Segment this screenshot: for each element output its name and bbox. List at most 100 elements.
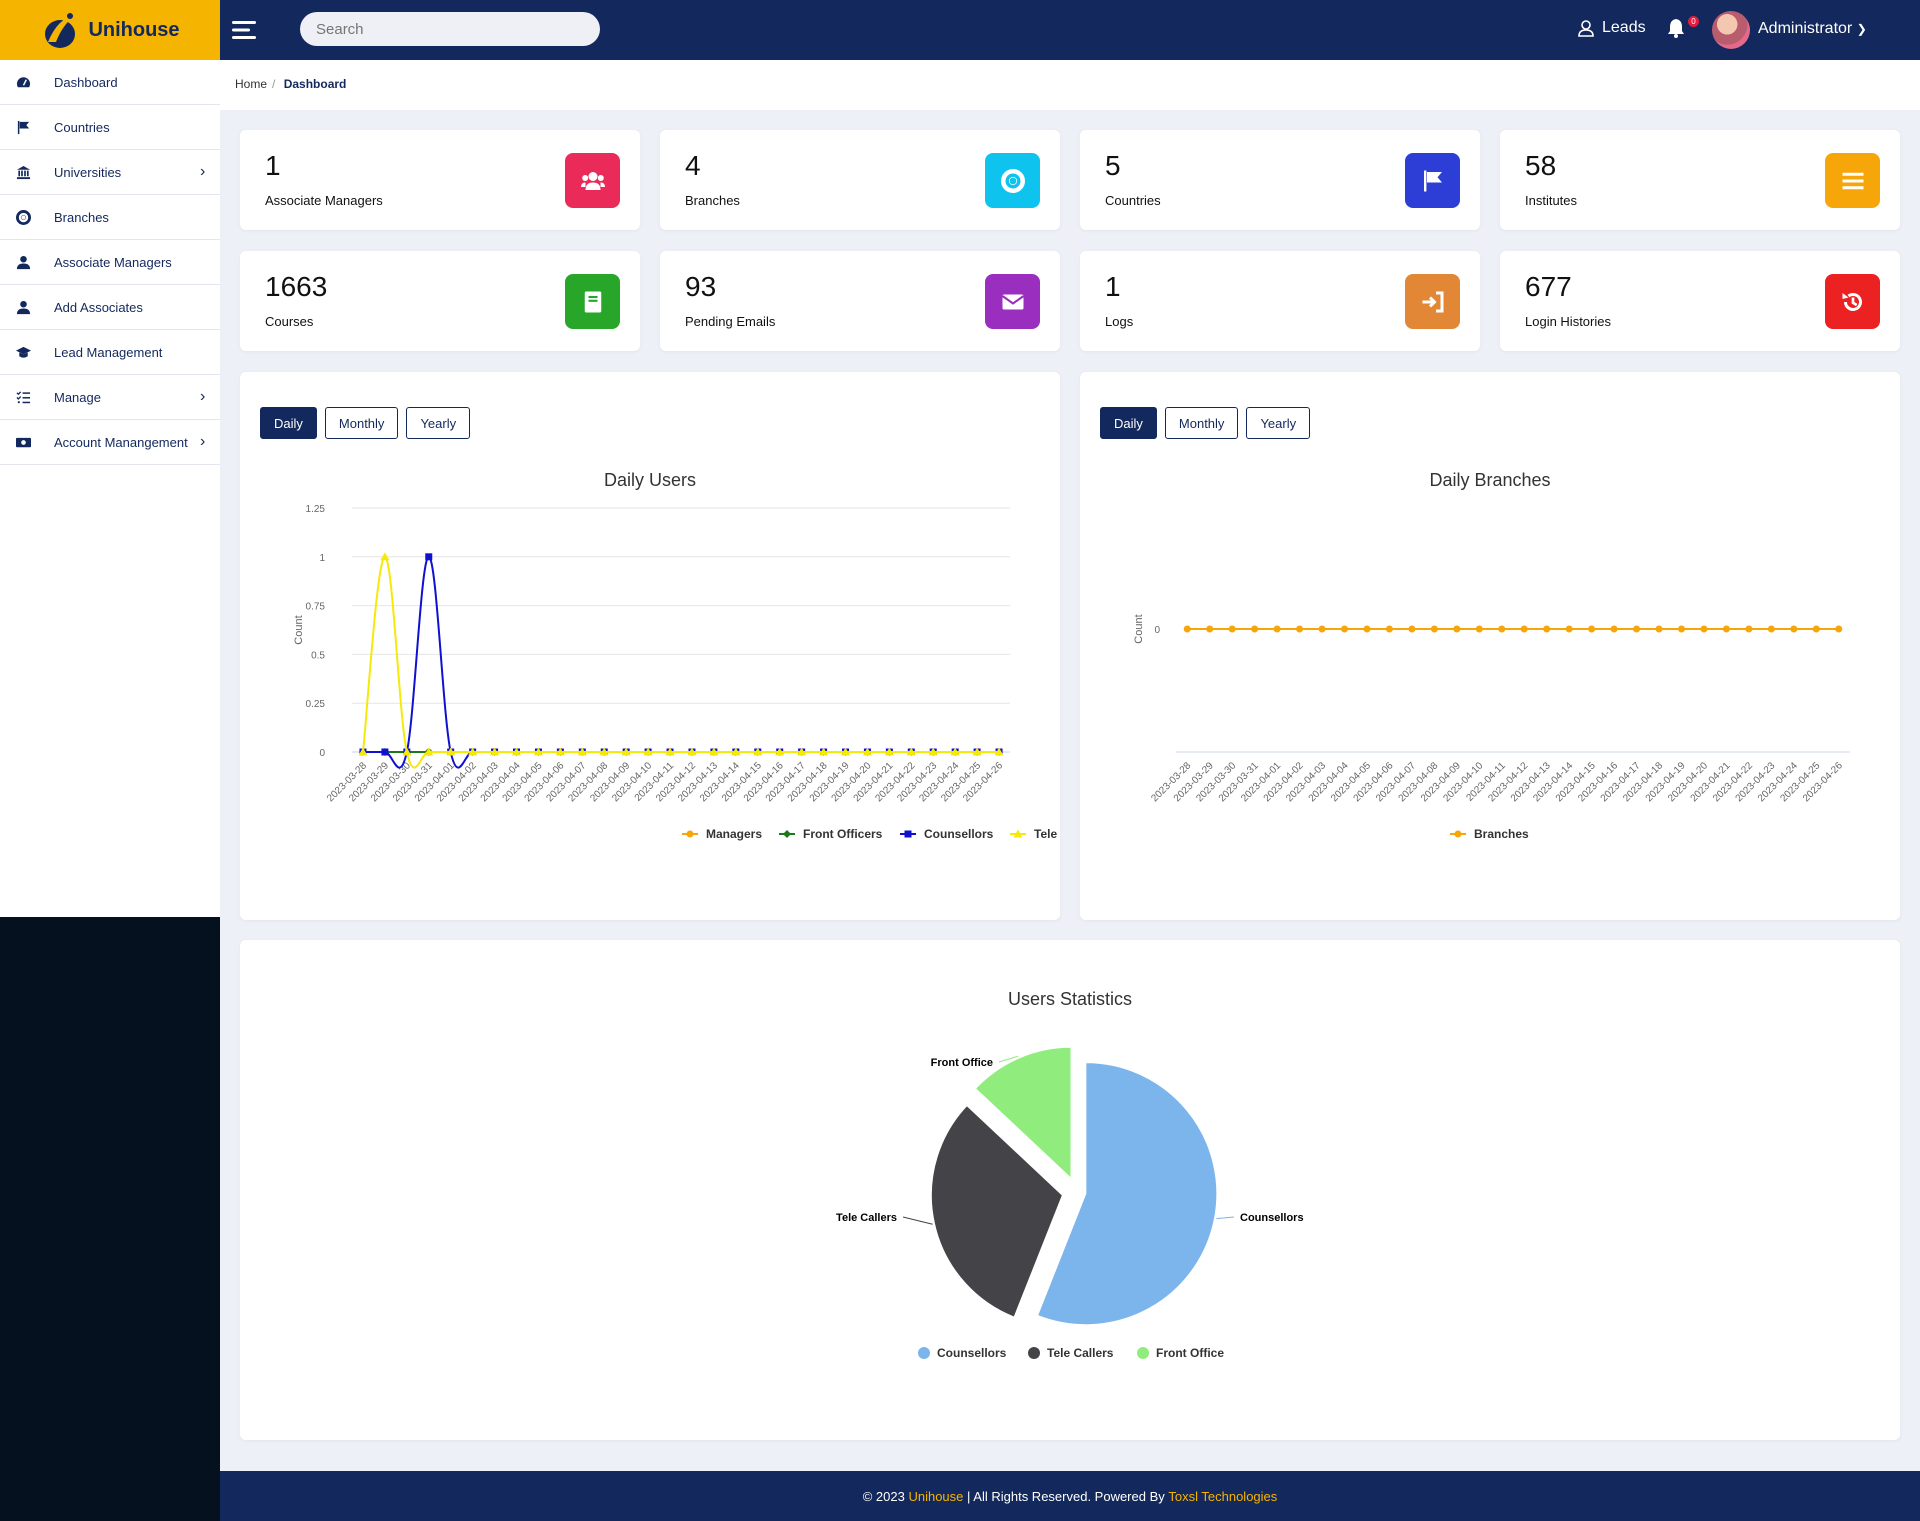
- legend-label: Front Office: [1156, 1346, 1224, 1360]
- data-point-branches: [1318, 625, 1326, 633]
- y-axis-label: Count: [1133, 614, 1145, 643]
- data-point-branches: [1475, 625, 1483, 633]
- topbar: Leads 0 Administrator ❯: [220, 0, 1920, 60]
- legend-marker-tele-callers: [1028, 1347, 1040, 1359]
- stat-card-login-histories[interactable]: 677 Login Histories: [1500, 251, 1900, 351]
- sidebar-item-countries[interactable]: Countries: [0, 105, 220, 150]
- pie-slice-front-office: [974, 1046, 1072, 1180]
- data-point-branches: [1385, 625, 1393, 633]
- series-line-tele-callers: [361, 555, 1000, 769]
- footer-company-link[interactable]: Toxsl Technologies: [1168, 1488, 1278, 1504]
- money-icon: [14, 433, 32, 451]
- user-menu[interactable]: Administrator ❯: [1758, 20, 1867, 38]
- footer: © 2023 Unihouse | All Rights Reserved. P…: [220, 1471, 1920, 1521]
- footer-rights: | All Rights Reserved. Powered By: [967, 1488, 1165, 1504]
- tab-daily[interactable]: Daily: [1100, 407, 1157, 439]
- data-point-tele-callers: [490, 747, 500, 756]
- graduation-cap-icon: [14, 343, 32, 361]
- tab-yearly[interactable]: Yearly: [1246, 407, 1311, 439]
- tab-monthly[interactable]: Monthly: [324, 407, 399, 439]
- daily-branches-title: Daily Branches: [1429, 470, 1551, 490]
- legend-marker-managers: [686, 830, 694, 838]
- legend-label: Tele Callers: [1047, 1346, 1114, 1360]
- bell-icon[interactable]: [1667, 18, 1685, 38]
- series-line-counsellors: [362, 555, 1000, 769]
- legend-marker-branches: [1454, 830, 1462, 838]
- legend-label: Counsellors: [937, 1346, 1007, 1360]
- data-point-tele-callers: [468, 747, 478, 756]
- data-point-tele-callers: [380, 552, 390, 561]
- brand-logo[interactable]: Unihouse: [0, 0, 220, 60]
- tab-daily[interactable]: Daily: [260, 407, 317, 439]
- stat-card-countries[interactable]: 5 Countries: [1080, 130, 1480, 230]
- sidebar-item-dashboard[interactable]: Dashboard: [0, 60, 220, 105]
- stat-card-institutes[interactable]: 58 Institutes: [1500, 130, 1900, 230]
- pie-data-label: Counsellors: [1240, 1212, 1304, 1224]
- data-point-branches: [1363, 625, 1371, 633]
- data-point-branches: [1520, 625, 1528, 633]
- tab-yearly[interactable]: Yearly: [406, 407, 471, 439]
- y-tick-label: 0.25: [306, 699, 326, 710]
- breadcrumb-home[interactable]: Home: [235, 77, 268, 91]
- sidebar-item-universities[interactable]: Universities ›: [0, 150, 220, 195]
- sidebar-item-label: Universities: [54, 164, 122, 180]
- book-icon: [565, 274, 620, 329]
- user-icon: [14, 298, 32, 316]
- chevron-down-icon: ❯: [1856, 22, 1867, 36]
- data-point-branches: [1273, 625, 1281, 633]
- sidebar-item-manage[interactable]: Manage ›: [0, 375, 220, 420]
- flag-icon: [14, 118, 32, 136]
- stat-label: Logs: [1105, 314, 1134, 329]
- avatar[interactable]: [1712, 11, 1750, 49]
- tab-monthly[interactable]: Monthly: [1164, 407, 1239, 439]
- data-point-tele-callers: [358, 747, 368, 756]
- sidebar-item-lead-management[interactable]: Lead Management: [0, 330, 220, 375]
- sidebar-item-label: Associate Managers: [54, 254, 172, 270]
- lifebuoy-icon: [985, 153, 1040, 208]
- sidebar-item-associate-managers[interactable]: Associate Managers: [0, 240, 220, 285]
- stat-value: 1: [1105, 271, 1121, 302]
- data-point-branches: [1678, 625, 1685, 633]
- legend-label: Front Officers: [803, 827, 883, 841]
- breadcrumb-current: Dashboard: [283, 77, 347, 91]
- data-point-tele-callers: [533, 747, 543, 756]
- pie-connector: [998, 1055, 1019, 1063]
- data-point-branches: [1588, 625, 1596, 633]
- sidebar-item-label: Manage: [54, 389, 101, 405]
- brand-logo-icon: [45, 13, 76, 48]
- gauge-icon: [14, 73, 32, 91]
- data-point-branches: [1206, 625, 1214, 633]
- data-point-tele-callers: [599, 747, 609, 756]
- breadcrumb: Home / Dashboard: [235, 77, 346, 91]
- stat-value: 58: [1525, 150, 1557, 181]
- stat-card-logs[interactable]: 1 Logs: [1080, 251, 1480, 351]
- legend-marker-tele-callers: [1013, 829, 1023, 838]
- sidebar-item-branches[interactable]: Branches: [0, 195, 220, 240]
- search-input[interactable]: [300, 12, 600, 46]
- data-point-branches: [1633, 625, 1641, 633]
- stat-card-pending-emails[interactable]: 93 Pending Emails: [660, 251, 1060, 351]
- sidebar-item-add-associates[interactable]: Add Associates: [0, 285, 220, 330]
- data-point-tele-callers: [994, 747, 1004, 756]
- data-point-branches: [1745, 625, 1753, 633]
- stat-card-courses[interactable]: 1663 Courses: [240, 251, 640, 351]
- data-point-branches: [1722, 625, 1730, 633]
- stat-card-associate-managers[interactable]: 1 Associate Managers: [240, 130, 640, 230]
- sidebar-item-label: Lead Management: [54, 344, 163, 360]
- data-point-tele-callers: [446, 747, 456, 756]
- sidebar-item-account-manangement[interactable]: Account Manangement ›: [0, 420, 220, 465]
- sign-in-icon: [1405, 274, 1460, 329]
- legend-label: Counsellors: [924, 827, 994, 841]
- y-tick-label: 0: [319, 748, 325, 759]
- notification-badge: 0: [1688, 16, 1699, 27]
- leads-link[interactable]: Leads: [1578, 19, 1646, 37]
- envelope-icon: [985, 274, 1040, 329]
- hamburger-menu-icon[interactable]: [230, 16, 258, 44]
- stat-card-branches[interactable]: 4 Branches: [660, 130, 1060, 230]
- data-point-tele-callers: [928, 747, 938, 756]
- footer-brand-link[interactable]: Unihouse: [908, 1488, 964, 1504]
- y-tick-label: 1.25: [306, 504, 326, 515]
- sidebar: Unihouse Dashboard Countries Universities ›…: [0, 0, 220, 1521]
- data-point-tele-callers: [665, 747, 675, 756]
- data-point-tele-callers: [709, 747, 719, 756]
